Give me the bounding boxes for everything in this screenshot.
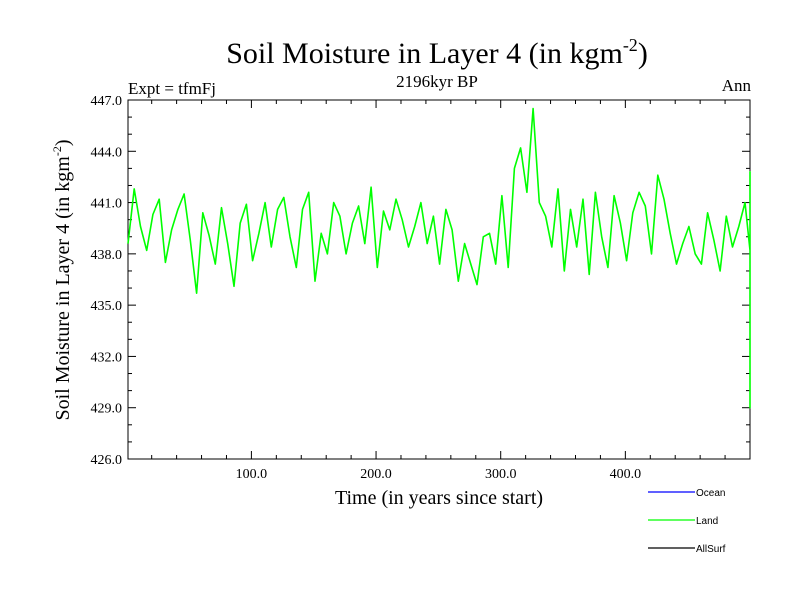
experiment-label: Expt = tfmFj <box>128 79 216 98</box>
legend-label-ocean: Ocean <box>696 488 725 499</box>
plot-frame <box>127 99 751 460</box>
x-tick-label: 200.0 <box>360 467 392 482</box>
y-tick-label: 426.0 <box>91 453 123 468</box>
y-tick-label: 441.0 <box>91 197 123 212</box>
season-label: Ann <box>722 76 752 95</box>
chart-subtitle: 2196kyr BP <box>396 72 478 91</box>
series-line-land <box>127 107 751 409</box>
y-axis-label: Soil Moisture in Layer 4 (in kgm-2) <box>50 139 74 420</box>
x-tick-label: 300.0 <box>485 467 517 482</box>
y-tick-label: 447.0 <box>91 94 123 109</box>
legend-label-land: Land <box>696 516 718 527</box>
y-axis: 426.0 429.0 432.0 435.0 438.0 441.0 444.0 447.0 <box>91 94 750 468</box>
y-tick-label: 438.0 <box>91 248 123 263</box>
legend: Ocean Land AllSurf <box>648 488 726 555</box>
y-tick-label: 444.0 <box>91 145 123 160</box>
x-tick-label: 100.0 <box>236 467 268 482</box>
x-tick-label: 400.0 <box>610 467 642 482</box>
legend-label-allsurf: AllSurf <box>696 544 726 555</box>
y-tick-label: 435.0 <box>91 299 123 314</box>
chart-title: Soil Moisture in Layer 4 (in kgm-2) <box>226 35 648 70</box>
y-tick-label: 429.0 <box>91 402 123 417</box>
x-axis-label: Time (in years since start) <box>335 487 543 509</box>
x-axis: 100.0 200.0 300.0 400.0 <box>151 100 726 482</box>
y-tick-label: 432.0 <box>91 350 123 365</box>
